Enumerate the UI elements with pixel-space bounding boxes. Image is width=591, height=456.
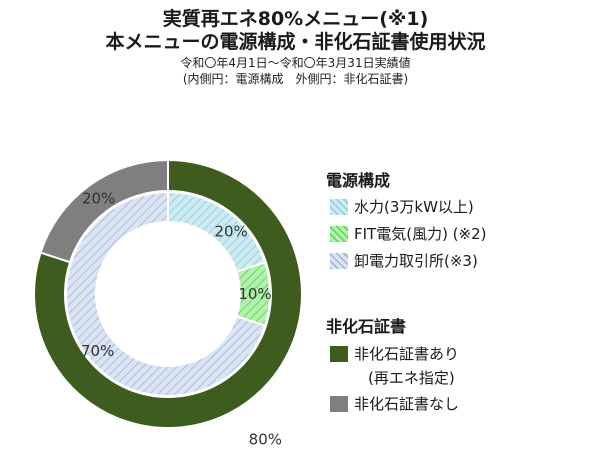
inner-value-label-0: 20% — [214, 223, 247, 241]
legend-swatch-cert-no — [330, 396, 348, 412]
chart-title-line1: 実質再エネ80%メニュー(※1) — [162, 8, 429, 30]
legend-item-fit-wind: FIT電気(風力) (※2) — [354, 225, 487, 243]
legend-item-cert-yes: 非化石証書あり — [354, 345, 460, 363]
slice-jepx — [65, 190, 267, 397]
legend-heading-certificates: 非化石証書 — [326, 317, 407, 336]
chart-period: 令和〇年4月1日～令和〇年3月31日実績値 — [180, 56, 411, 70]
outer-value-label-0: 80% — [249, 430, 282, 448]
inner-ring-power-mix — [65, 190, 271, 397]
legend-swatch-fit-wind — [330, 226, 348, 242]
legend-swatch-hydro — [330, 199, 348, 215]
legend-item-cert-yes-note: (再エネ指定) — [368, 369, 455, 387]
legend-item-cert-no: 非化石証書なし — [354, 395, 460, 413]
legend-heading-power-mix: 電源構成 — [326, 171, 391, 190]
legend-item-hydro: 水力(3万kW以上) — [354, 198, 474, 216]
outer-value-label-1: 20% — [82, 190, 115, 208]
chart-ring-note: (内側円：電源構成 外側円：非化石証書) — [182, 72, 409, 86]
legend-item-jepx: 卸電力取引所(※3) — [354, 252, 478, 270]
legend-swatch-jepx — [330, 253, 348, 269]
legend-swatch-cert-yes — [330, 346, 348, 362]
inner-value-label-2: 70% — [81, 342, 114, 360]
chart-title-line2: 本メニューの電源構成・非化石証書使用状況 — [105, 31, 486, 53]
ring-value-labels: 20% 10% 70% 80% 20% — [81, 190, 282, 449]
inner-value-label-1: 10% — [238, 285, 271, 303]
